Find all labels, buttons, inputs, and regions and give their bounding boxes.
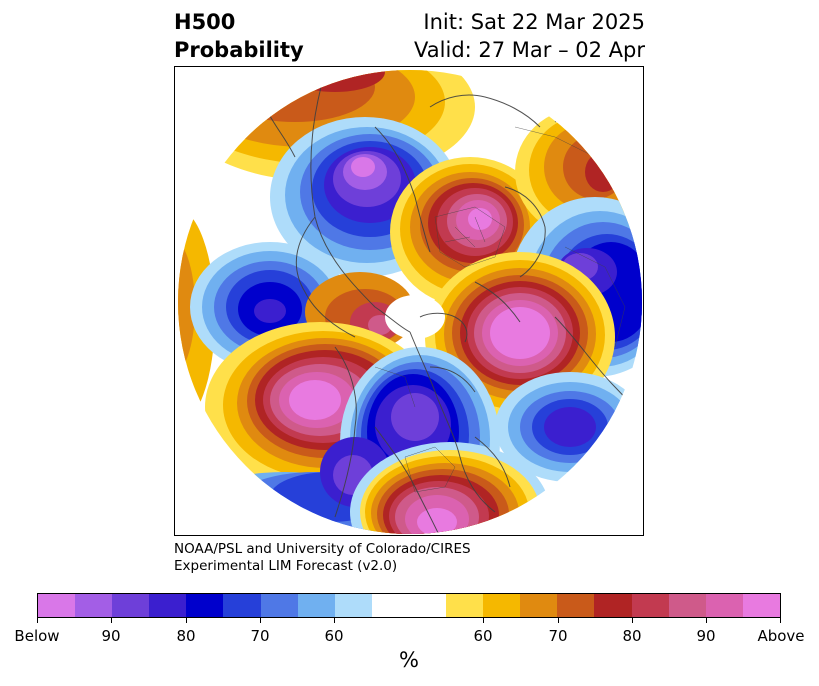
tick-below-70: 70 [250,627,270,645]
date-info: Init: Sat 22 Mar 2025 Valid: 27 Mar – 02… [414,8,645,64]
colorbar-cell [557,594,595,617]
colorbar-cell [260,594,298,617]
polar-map [174,66,644,536]
tick-below-90: 90 [101,627,121,645]
colorbar-cell [75,594,113,617]
colorbar-cell [297,594,335,617]
product-label: Probability [174,38,304,62]
left-edge-above [178,207,215,427]
tickmark [706,618,707,623]
colorbar-cell [668,594,706,617]
valid-range: Valid: 27 Mar – 02 Apr [414,38,645,62]
colorbar-cell [223,594,261,617]
tick-above-80: 80 [622,627,642,645]
tickmark [632,618,633,623]
tick-above: Above [757,627,805,645]
tick-below: Below [14,627,60,645]
colorbar-cell [446,594,484,617]
tick-above-90: 90 [696,627,716,645]
tickmark [186,618,187,623]
variable-label: H500 [174,10,236,34]
colorbar-unit: % [399,648,419,672]
tickmark [37,618,38,623]
tickmark [334,618,335,623]
credit-text: NOAA/PSL and University of Colorado/CIRE… [174,541,471,575]
tick-below-60: 60 [324,627,344,645]
tickmark [483,618,484,623]
tickmark [558,618,559,623]
colorbar-cell [38,594,76,617]
tick-above-60: 60 [473,627,493,645]
credit-line-2: Experimental LIM Forecast (v2.0) [174,558,398,574]
map-title: H500 Probability [174,8,304,64]
colorbar-cell [334,594,372,617]
colorbar-cell [112,594,150,617]
colorbar-cell [705,594,743,617]
tick-below-80: 80 [176,627,196,645]
tickmark [260,618,261,623]
borders [374,126,626,493]
pole-neutral [385,295,445,339]
colorbar-cell [149,594,187,617]
colorbar-cell [742,594,780,617]
colorbar-cell [594,594,632,617]
colorbar-cell [483,594,521,617]
colorbar [37,593,781,618]
colorbar-cell [408,594,447,617]
probability-map-svg [178,70,642,534]
tickmark [780,618,781,623]
colorbar-cell [631,594,669,617]
colorbar-cell [520,594,558,617]
tick-above-70: 70 [548,627,568,645]
init-date: Init: Sat 22 Mar 2025 [423,10,645,34]
colorbar-cell [186,594,224,617]
credit-line-1: NOAA/PSL and University of Colorado/CIRE… [174,541,471,557]
colorbar-cell [371,594,409,617]
tickmark [111,618,112,623]
